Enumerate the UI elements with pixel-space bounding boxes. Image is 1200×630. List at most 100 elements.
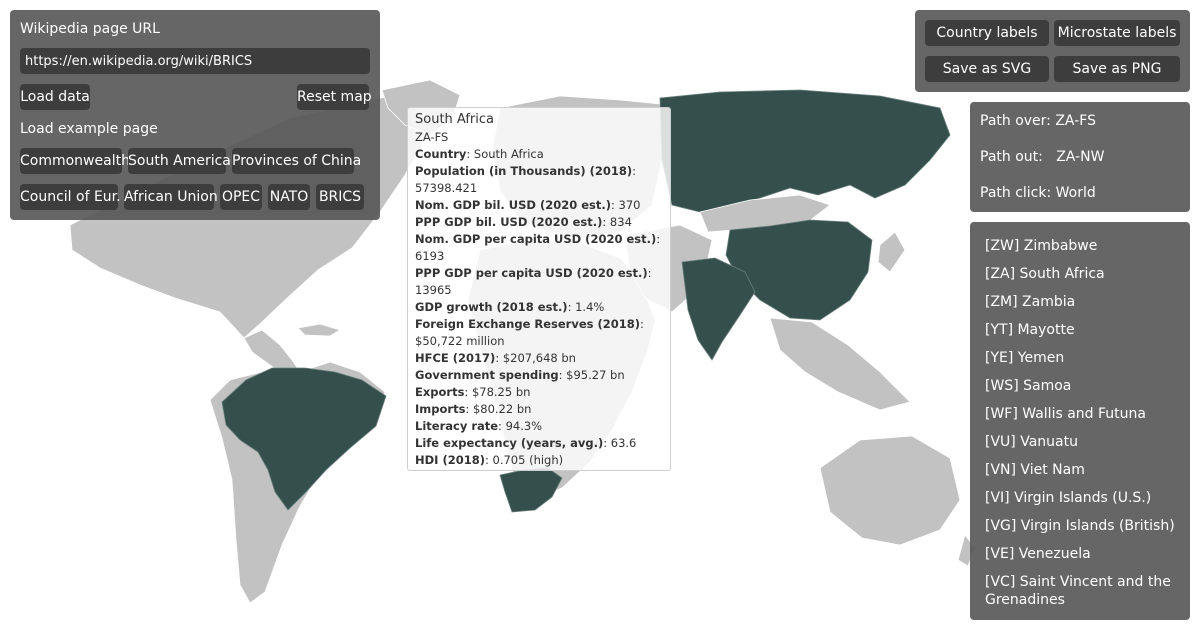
map-russia[interactable] — [659, 89, 951, 213]
tooltip-row: Government spending: $95.27 bn — [415, 368, 625, 382]
url-panel: Wikipedia page URL Load data Reset map L… — [10, 10, 380, 220]
example-provinces-of-china-button[interactable]: Provinces of China — [232, 148, 361, 174]
example-nato-button[interactable]: NATO — [268, 184, 310, 210]
tooltip-row: Population (in Thousands) (2018): — [415, 164, 636, 178]
tooltip-row: Nom. GDP bil. USD (2020 est.): 370 — [415, 198, 640, 212]
map-south-africa[interactable] — [499, 467, 563, 513]
tooltip-row: Life expectancy (years, avg.): 63.6 — [415, 436, 636, 450]
tooltip-row-value: : 63.6 — [603, 436, 637, 450]
example-south-america-button[interactable]: South America — [128, 148, 231, 174]
tooltip-row: Exports: $78.25 bn — [415, 385, 530, 399]
map-india[interactable] — [681, 257, 756, 361]
tooltip-row: $50,722 million — [415, 334, 505, 348]
tooltip-row-value: : 834 — [602, 215, 632, 229]
path-click-text: Path click: World — [980, 185, 1096, 201]
tooltip-row-value: : South Africa — [466, 147, 544, 161]
save-png-button[interactable]: Save as PNG — [1054, 56, 1180, 82]
tooltip-row-value: : — [640, 317, 644, 331]
tooltip-row-label: Imports — [415, 402, 466, 416]
example-brics-button[interactable]: BRICS — [316, 184, 364, 210]
tooltip-row: Nom. GDP per capita USD (2020 est.): — [415, 232, 660, 246]
example-commonwealth-button[interactable]: Commonwealth — [20, 148, 130, 174]
tooltip-row-value: : 94.3% — [498, 419, 543, 433]
tooltip-row-label: Nom. GDP bil. USD (2020 est.) — [415, 198, 611, 212]
list-item[interactable]: [VI] Virgin Islands (U.S.) — [985, 490, 1152, 506]
tooltip-row: GDP growth (2018 est.): 1.4% — [415, 300, 604, 314]
path-over-text: Path over: ZA-FS — [980, 113, 1096, 129]
save-svg-button[interactable]: Save as SVG — [925, 56, 1049, 82]
url-input[interactable] — [20, 48, 370, 74]
list-item[interactable]: [VN] Viet Nam — [985, 462, 1085, 478]
example-opec-button[interactable]: OPEC — [220, 184, 262, 210]
tooltip-row-label: Life expectancy (years, avg.) — [415, 436, 604, 450]
map-caribbean[interactable] — [297, 323, 341, 337]
tooltip-row: Literacy rate: 94.3% — [415, 419, 542, 433]
tooltip-row-value: 13965 — [415, 283, 452, 297]
map-china[interactable] — [725, 219, 873, 321]
tooltip-row-label: Literacy rate — [415, 419, 499, 433]
tooltip-row-value: : $78.25 bn — [464, 385, 531, 399]
tooltip-row-value: 57398.421 — [415, 181, 478, 195]
load-data-button[interactable]: Load data — [20, 84, 90, 110]
tooltip-country-name: South Africa — [415, 112, 494, 127]
list-item[interactable]: [ZA] South Africa — [985, 266, 1105, 282]
tooltip-row-label: Country — [415, 147, 467, 161]
map-japan[interactable] — [877, 231, 906, 273]
label-save-panel: Country labels Microstate labels Save as… — [915, 10, 1190, 92]
list-item[interactable]: [VE] Venezuela — [985, 546, 1091, 562]
tooltip-row-value: : $207,648 bn — [495, 351, 576, 365]
tooltip-row: PPP GDP bil. USD (2020 est.): 834 — [415, 215, 632, 229]
tooltip-row-label: Exports — [415, 385, 465, 399]
list-item[interactable]: [VC] Saint Vincent and the — [985, 574, 1171, 590]
tooltip-row-value: : — [656, 232, 661, 246]
country-labels-button[interactable]: Country labels — [925, 20, 1049, 46]
tooltip-row-value: : — [632, 164, 637, 178]
example-page-title: Load example page — [20, 121, 158, 137]
list-item[interactable]: [YE] Yemen — [985, 350, 1065, 366]
tooltip-row: 57398.421 — [415, 181, 477, 195]
url-panel-title: Wikipedia page URL — [20, 21, 160, 37]
tooltip-row: Foreign Exchange Reserves (2018): — [415, 317, 644, 331]
tooltip-row-label: Foreign Exchange Reserves (2018) — [415, 317, 641, 331]
tooltip-region-code: ZA-FS — [415, 130, 449, 144]
list-item[interactable]: [ZM] Zambia — [985, 294, 1076, 310]
tooltip-row: Imports: $80.22 bn — [415, 402, 531, 416]
map-australia[interactable] — [819, 435, 961, 546]
tooltip-row-label: GDP growth (2018 est.) — [415, 300, 568, 314]
list-item[interactable]: [WS] Samoa — [985, 378, 1072, 394]
tooltip-row: HDI (2018): 0.705 (high) — [415, 453, 563, 467]
map-brazil[interactable] — [221, 367, 387, 511]
list-item[interactable]: [VU] Vanuatu — [985, 434, 1078, 450]
tooltip-row-value: : — [647, 266, 652, 280]
tooltip-row-label: PPP GDP per capita USD (2020 est.) — [415, 266, 648, 280]
tooltip-row-label: Nom. GDP per capita USD (2020 est.) — [415, 232, 657, 246]
list-item[interactable]: [YT] Mayotte — [985, 322, 1075, 338]
path-out-text: Path out: ZA-NW — [980, 149, 1105, 165]
tooltip-row-value: $50,722 million — [415, 334, 505, 348]
tooltip-row: HFCE (2017): $207,648 bn — [415, 351, 576, 365]
region-tooltip: South Africa ZA-FS Country: South Africa… — [407, 107, 671, 471]
path-info-panel: Path over: ZA-FS Path out: ZA-NW Path cl… — [970, 102, 1190, 212]
microstate-labels-button[interactable]: Microstate labels — [1054, 20, 1180, 46]
example-council-of-europe-button[interactable]: Council of Eur. — [20, 184, 121, 210]
reset-map-button[interactable]: Reset map — [297, 84, 372, 110]
tooltip-row: Country: South Africa — [415, 147, 544, 161]
map-southeast-asia[interactable] — [769, 317, 911, 411]
example-african-union-button[interactable]: African Union — [124, 184, 218, 210]
tooltip-row-label: Government spending — [415, 368, 559, 382]
tooltip-row: PPP GDP per capita USD (2020 est.): — [415, 266, 652, 280]
tooltip-row-label: PPP GDP bil. USD (2020 est.) — [415, 215, 603, 229]
list-item[interactable]: Grenadines — [985, 592, 1065, 608]
list-item[interactable]: [WF] Wallis and Futuna — [985, 406, 1146, 422]
country-list-panel: [ZW] Zimbabwe [ZA] South Africa [ZM] Zam… — [970, 222, 1190, 620]
tooltip-row-label: HDI (2018) — [415, 453, 485, 467]
list-item[interactable]: [ZW] Zimbabwe — [985, 238, 1098, 254]
tooltip-row-value: : 1.4% — [567, 300, 605, 314]
tooltip-row-value: : $80.22 bn — [465, 402, 532, 416]
tooltip-row-label: HFCE (2017) — [415, 351, 496, 365]
tooltip-row-value: : $95.27 bn — [558, 368, 625, 382]
tooltip-row-value: 6193 — [415, 249, 445, 263]
list-item[interactable]: [VG] Virgin Islands (British) — [985, 518, 1175, 534]
tooltip-row-value: : 0.705 (high) — [484, 453, 564, 467]
tooltip-row-value: : 370 — [611, 198, 641, 212]
